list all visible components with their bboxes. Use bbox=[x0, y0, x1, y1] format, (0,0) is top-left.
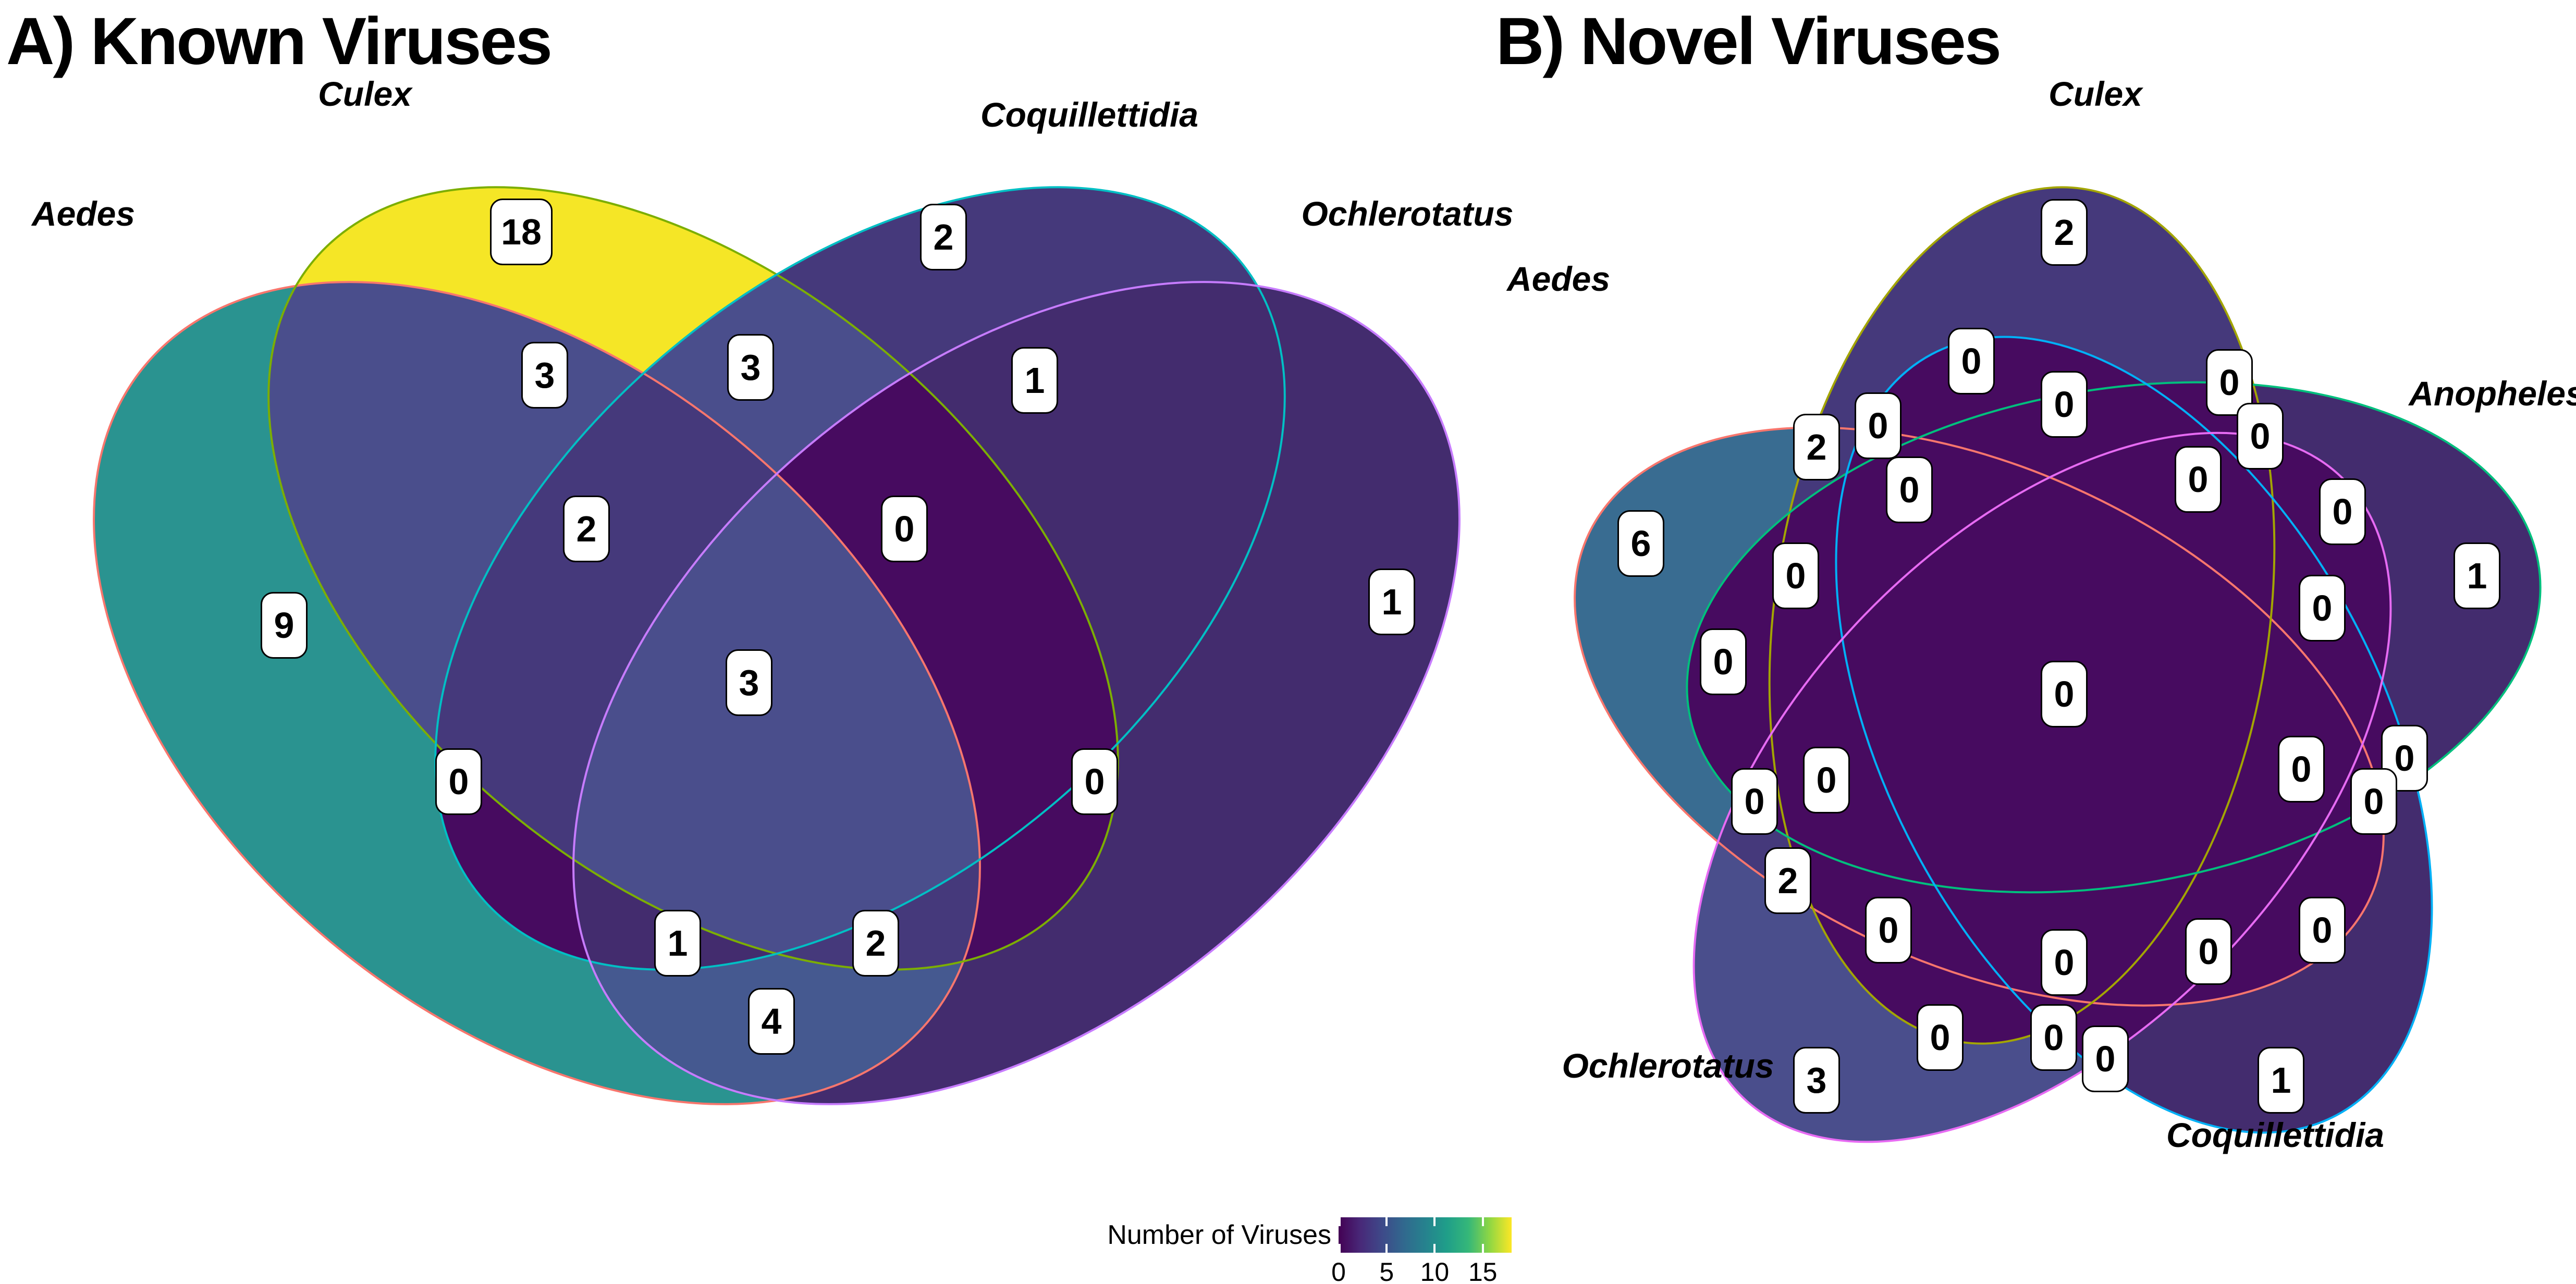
region-count-chip: 0 bbox=[2041, 371, 2088, 438]
set-label-ochlerotatus-0: Ochlerotatus bbox=[1301, 194, 1514, 233]
region-count-chip: 1 bbox=[654, 910, 701, 977]
region-count-chip: 1 bbox=[2258, 1047, 2304, 1114]
region-count-chip: 0 bbox=[1772, 542, 1819, 609]
region-count-chip: 1 bbox=[1011, 347, 1058, 414]
region-count-chip: 18 bbox=[490, 199, 553, 265]
region-count-chip: 0 bbox=[2185, 918, 2232, 985]
set-label-anopheles-1: Anopheles bbox=[2409, 374, 2576, 413]
set-label-ochlerotatus-1: Ochlerotatus bbox=[1562, 1046, 1774, 1085]
region-count-chip: 0 bbox=[1855, 392, 1902, 459]
region-count-chip: 2 bbox=[852, 910, 899, 977]
panel-a-title: A) Known Viruses bbox=[6, 4, 553, 79]
region-count-chip: 0 bbox=[1071, 748, 1118, 815]
region-count-chip: 0 bbox=[2237, 403, 2284, 470]
region-count-chip: 2 bbox=[920, 204, 967, 270]
region-count-chip: 0 bbox=[2082, 1026, 2129, 1092]
set-label-culex-0: Culex bbox=[318, 75, 412, 113]
region-count-chip: 3 bbox=[1793, 1047, 1840, 1114]
region-count-chip: 0 bbox=[1700, 628, 1747, 695]
set-label-culex-1: Culex bbox=[2048, 75, 2142, 113]
region-count-chip: 0 bbox=[1886, 456, 1933, 523]
region-count-chip: 0 bbox=[2299, 897, 2346, 964]
region-count-chip: 0 bbox=[2319, 478, 2366, 545]
set-label-coquillettidia-0: Coquillettidia bbox=[980, 95, 1198, 134]
region-count-chip: 0 bbox=[435, 748, 482, 815]
region-count-chip: 0 bbox=[881, 496, 928, 562]
region-count-chip: 0 bbox=[1948, 328, 1995, 394]
region-count-chip: 0 bbox=[2041, 929, 2088, 996]
region-count-chip: 0 bbox=[2041, 661, 2088, 727]
region-count-chip: 2 bbox=[1764, 847, 1811, 914]
region-count-chip: 3 bbox=[726, 649, 772, 716]
venn-a-outlines bbox=[93, 186, 1461, 1105]
panel-b-title: B) Novel Viruses bbox=[1496, 4, 2002, 79]
region-count-chip: 0 bbox=[1803, 747, 1850, 813]
region-count-chip: 9 bbox=[261, 592, 308, 659]
region-count-chip: 0 bbox=[2175, 446, 2222, 513]
set-label-aedes-0: Aedes bbox=[31, 194, 136, 233]
region-count-chip: 0 bbox=[2030, 1004, 2077, 1071]
region-count-chip: 0 bbox=[1917, 1004, 1964, 1071]
region-count-chip: 0 bbox=[2299, 575, 2346, 641]
region-count-chip: 0 bbox=[2350, 768, 2397, 835]
region-count-chip: 0 bbox=[2278, 736, 2325, 802]
set-label-aedes-1: Aedes bbox=[1506, 260, 1611, 298]
region-count-chip: 4 bbox=[748, 988, 795, 1055]
region-count-chip: 2 bbox=[1793, 414, 1840, 480]
region-count-chip: 1 bbox=[1368, 569, 1415, 635]
region-count-chip: 6 bbox=[1617, 510, 1664, 577]
region-count-chip: 0 bbox=[1865, 897, 1912, 964]
set-label-coquillettidia-1: Coquillettidia bbox=[2166, 1116, 2384, 1154]
region-count-chip: 2 bbox=[2041, 199, 2088, 266]
region-count-chip: 1 bbox=[2454, 542, 2500, 609]
region-count-chip: 3 bbox=[727, 334, 774, 401]
region-count-chip: 0 bbox=[1731, 768, 1778, 835]
region-count-chip: 3 bbox=[521, 342, 568, 409]
region-count-chip: 2 bbox=[563, 496, 610, 562]
